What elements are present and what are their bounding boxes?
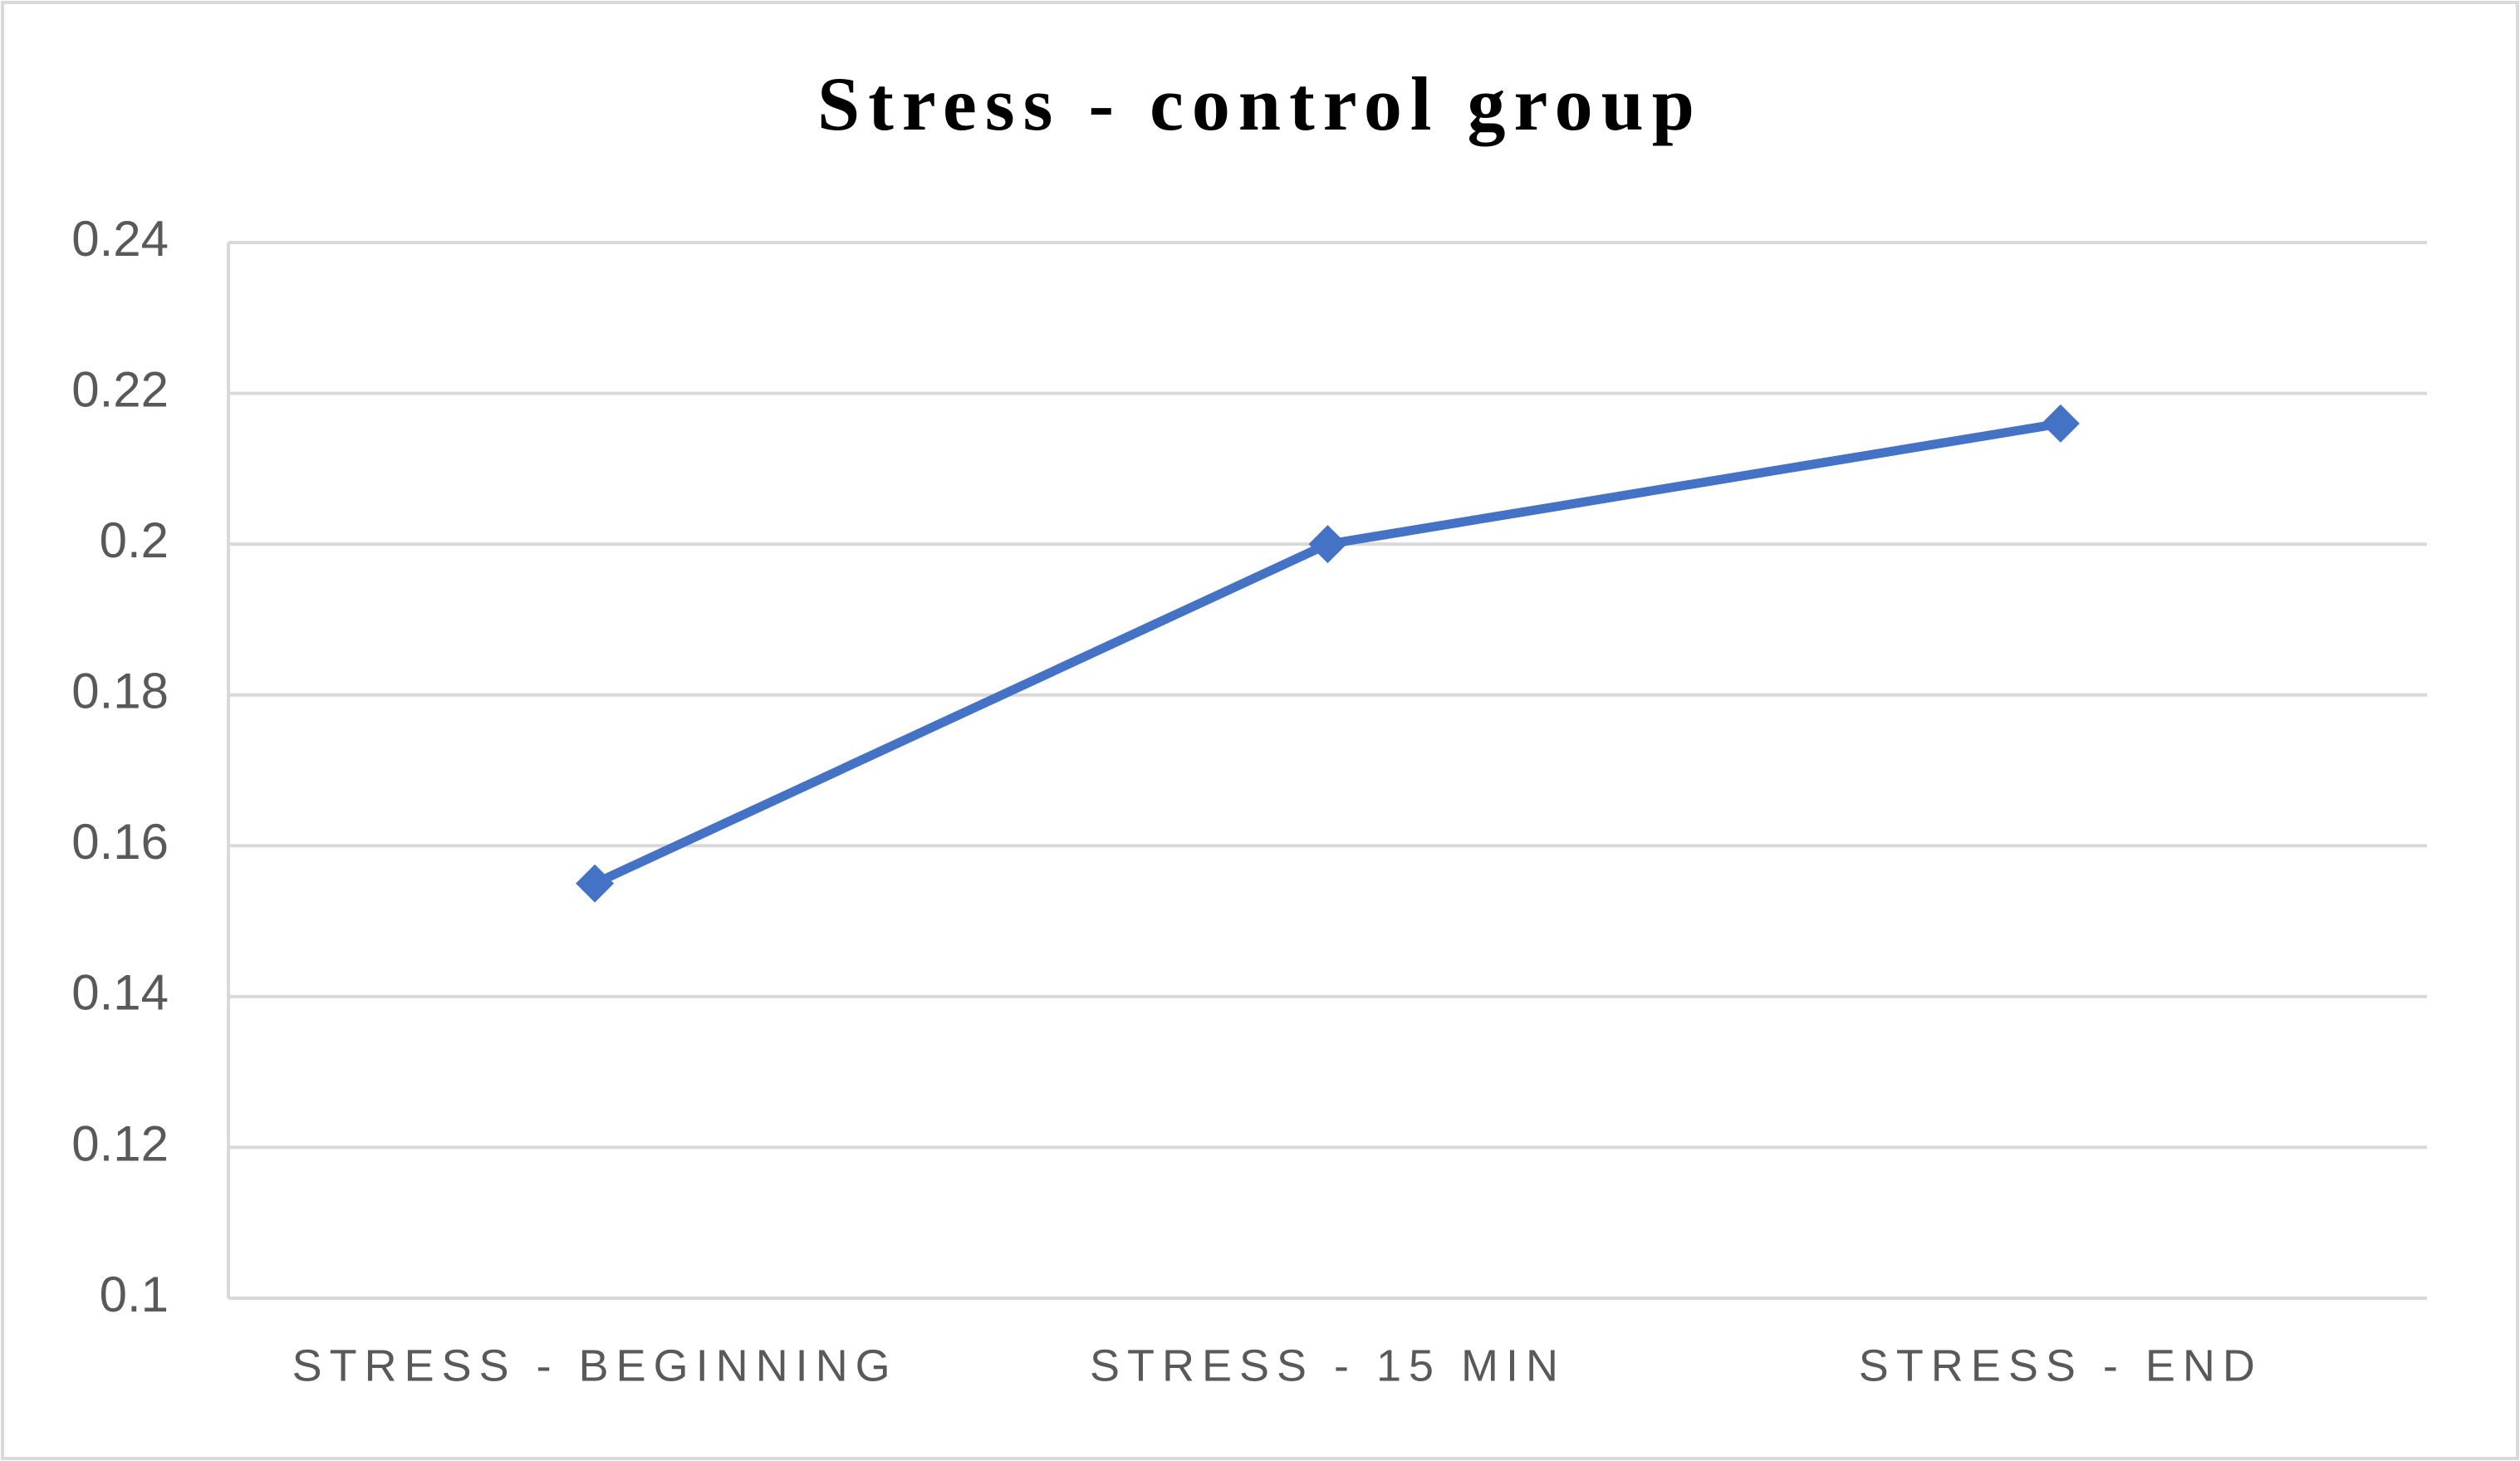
y-tick-label: 0.24 bbox=[71, 211, 169, 267]
data-point bbox=[1308, 525, 1347, 564]
chart-title: Stress - control group bbox=[817, 61, 1703, 146]
y-tick-label: 0.14 bbox=[71, 965, 169, 1021]
y-tick-label: 0.22 bbox=[71, 361, 169, 417]
data-point bbox=[2041, 404, 2080, 443]
x-tick-label: STRESS - 15 MIN bbox=[1090, 1341, 1566, 1390]
y-tick-label: 0.18 bbox=[71, 664, 169, 719]
y-tick-label: 0.2 bbox=[100, 512, 169, 568]
x-tick-label: STRESS - BEGINNING bbox=[292, 1341, 898, 1390]
y-tick-label: 0.16 bbox=[71, 814, 169, 870]
y-tick-label: 0.12 bbox=[71, 1115, 169, 1171]
data-point bbox=[576, 864, 615, 903]
x-tick-label: STRESS - END bbox=[1859, 1341, 2263, 1390]
y-tick-label: 0.1 bbox=[100, 1267, 169, 1322]
